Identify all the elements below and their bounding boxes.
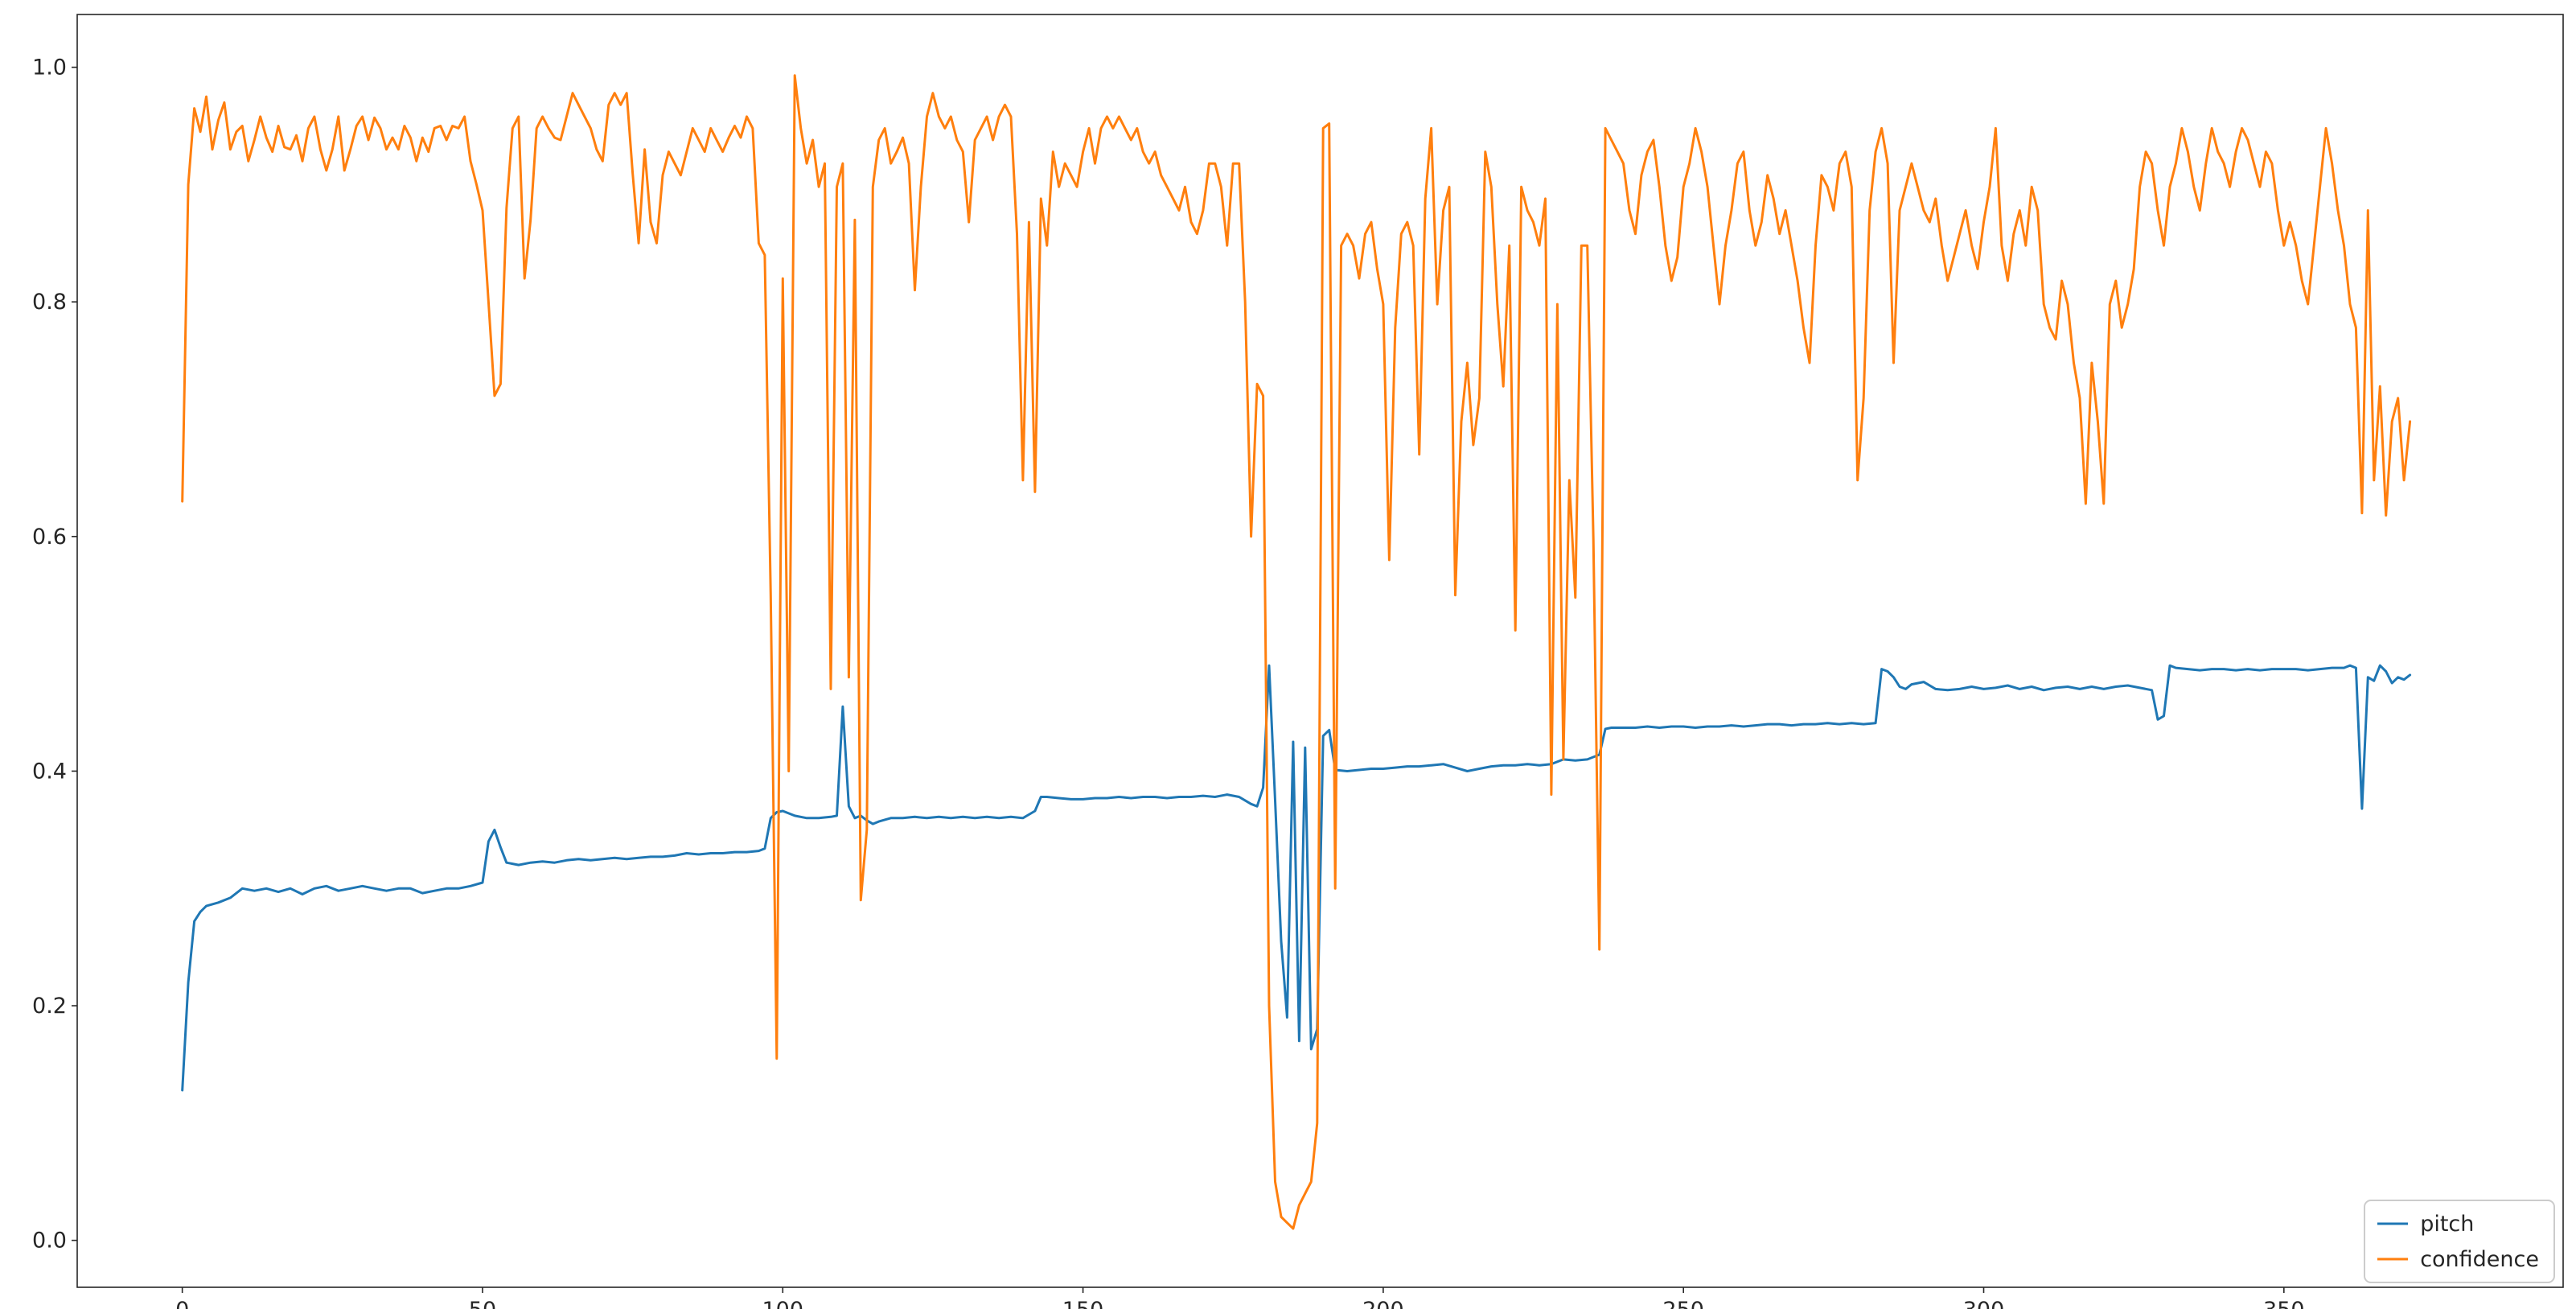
y-tick-label: 0.2: [32, 994, 67, 1019]
x-tick-label: 300: [1963, 1298, 2005, 1309]
legend-label-pitch: pitch: [2420, 1211, 2475, 1237]
legend-item-confidence: confidence: [2377, 1245, 2539, 1274]
y-axis: 0.0 0.2 0.4 0.6 0.8 1.0: [32, 56, 77, 1253]
pitch-line-swatch: [2377, 1222, 2409, 1225]
x-tick-label: 350: [2263, 1298, 2305, 1309]
x-tick-label: 200: [1362, 1298, 1404, 1309]
x-tick-label: 100: [762, 1298, 804, 1309]
y-tick-label: 0.6: [32, 525, 67, 550]
x-tick-label: 0: [175, 1298, 189, 1309]
axes-frame: [76, 14, 2564, 1288]
x-tick-label: 250: [1662, 1298, 1704, 1309]
legend-label-confidence: confidence: [2420, 1246, 2539, 1272]
x-tick-label: 150: [1062, 1298, 1104, 1309]
x-tick-label: 50: [469, 1298, 496, 1309]
legend-item-pitch: pitch: [2377, 1209, 2539, 1238]
y-tick-label: 0.8: [32, 290, 67, 315]
confidence-line: [181, 74, 2412, 1230]
y-tick-label: 0.4: [32, 759, 67, 784]
confidence-line-swatch: [2377, 1258, 2409, 1261]
series-group: [181, 74, 2412, 1230]
pitch-line: [181, 664, 2412, 1092]
y-tick-label: 0.0: [32, 1229, 67, 1253]
legend: pitch confidence: [2364, 1200, 2555, 1283]
x-axis: 0 50 100 150 200 250 300 350: [175, 1287, 2305, 1309]
y-tick-label: 1.0: [32, 56, 67, 80]
